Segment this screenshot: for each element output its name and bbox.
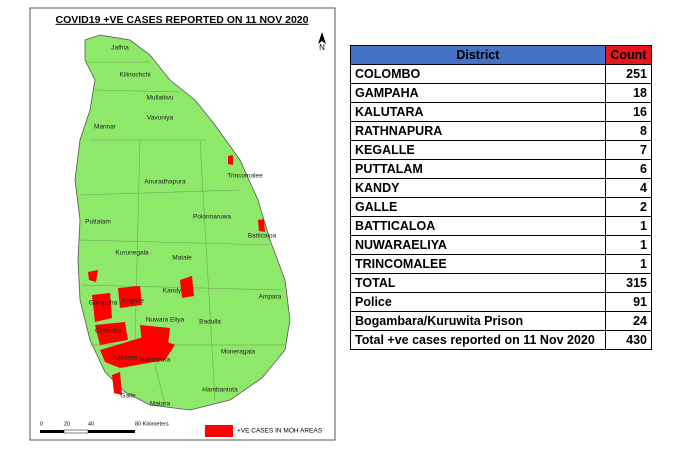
district-cell: KEGALLE — [350, 140, 606, 160]
table-row: PUTTALAM 6 — [350, 159, 653, 179]
district-label: Anuradhapura — [144, 179, 186, 186]
district-label: Nuwara Eliya — [146, 317, 185, 324]
count-cell: 24 — [604, 311, 653, 331]
district-label: Mannar — [94, 124, 117, 131]
district-cell: PUTTALAM — [350, 159, 606, 179]
district-label: Moneragala — [221, 349, 256, 356]
count-cell: 18 — [604, 83, 653, 103]
district-label: Vavuniya — [147, 115, 174, 122]
count-cell: 2 — [604, 197, 653, 217]
district-cell: NUWARAELIYA — [350, 235, 606, 255]
count-cell: 1 — [604, 254, 653, 274]
island — [74, 34, 291, 411]
district-label: Mullaitivu — [146, 95, 173, 102]
table-row: KALUTARA 16 — [350, 102, 653, 122]
table-row: Total +ve cases reported on 11 Nov 2020 4… — [350, 330, 653, 350]
header-cell: District — [350, 45, 606, 65]
district-cell: Bogambara/Kuruwita Prison — [350, 311, 606, 331]
count-cell: 251 — [604, 64, 653, 84]
district-cell: COLOMBO — [350, 64, 606, 84]
case-areas — [88, 155, 265, 395]
district-label: Kegalle — [122, 298, 144, 305]
district-cell: Police — [350, 292, 606, 312]
district-label: Matara — [150, 401, 171, 408]
legend-label: +VE CASES IN MOH AREAS — [237, 428, 323, 435]
district-label: Galle — [120, 393, 136, 400]
table-row: RATHNAPURA 8 — [350, 121, 653, 141]
case-table: District Count COLOMBO 251 GAMPAHA 18 KALUTA… — [350, 45, 653, 350]
table-row: COLOMBO 251 — [350, 64, 653, 84]
scale-bar — [40, 429, 135, 434]
table-row: GAMPAHA 18 — [350, 83, 653, 103]
table-row: BATTICALOA 1 — [350, 216, 653, 236]
table-row: KANDY 4 — [350, 178, 653, 198]
count-cell: 430 — [604, 330, 653, 350]
district-cell: BATTICALOA — [350, 216, 606, 236]
district-cell: Total +ve cases reported on 11 Nov 2020 — [350, 330, 606, 350]
district-cell: KALUTARA — [350, 102, 606, 122]
header-cell: Count — [604, 45, 653, 65]
district-label: Ratnapura — [140, 357, 171, 364]
count-cell: 1 — [604, 235, 653, 255]
district-label: Matale — [172, 255, 192, 262]
district-label: Kilinochchi — [119, 72, 150, 79]
district-label: Kalutara — [113, 355, 138, 362]
map: COVID19 +VE CASES REPORTED ON 11 NOV 202… — [29, 7, 336, 441]
table-header: District Count — [350, 45, 653, 65]
district-label: Trincomalee — [227, 173, 263, 180]
count-cell: 315 — [604, 273, 653, 293]
table-row: TRINCOMALEE 1 — [350, 254, 653, 274]
table-row: TOTAL 315 — [350, 273, 653, 293]
district-label: Puttalam — [85, 219, 111, 226]
district-label: Kurunegala — [115, 250, 149, 257]
map-frame — [29, 7, 336, 441]
district-cell: KANDY — [350, 178, 606, 198]
district-cell: RATHNAPURA — [350, 121, 606, 141]
district-cell: TOTAL — [350, 273, 606, 293]
table-row: NUWARAELIYA 1 — [350, 235, 653, 255]
table-row: GALLE 2 — [350, 197, 653, 217]
legend-swatch — [205, 425, 233, 437]
district-label: Colombo — [95, 328, 121, 335]
scale-label: 40 — [88, 421, 94, 427]
district-label: Badulla — [199, 319, 221, 326]
district-cell: TRINCOMALEE — [350, 254, 606, 274]
district-label: Hambantota — [202, 387, 238, 394]
scale-label: 0 — [40, 421, 43, 427]
table-row: Bogambara/Kuruwita Prison 24 — [350, 311, 653, 331]
count-cell: 6 — [604, 159, 653, 179]
scale-label: 20 — [64, 421, 70, 427]
district-label: Ampara — [259, 294, 282, 301]
north-arrow — [318, 32, 326, 44]
table-row: KEGALLE 7 — [350, 140, 653, 160]
district-cell: GALLE — [350, 197, 606, 217]
scale-label: 80 Kilometers — [135, 421, 169, 427]
count-cell: 4 — [604, 178, 653, 198]
district-label: Polonnaruwa — [193, 214, 231, 221]
count-cell: 91 — [604, 292, 653, 312]
count-cell: 8 — [604, 121, 653, 141]
district-cell: GAMPAHA — [350, 83, 606, 103]
district-label: Batticaloa — [248, 233, 277, 240]
district-label: Gampaha — [89, 300, 118, 307]
map-title: COVID19 +VE CASES REPORTED ON 11 NOV 202… — [56, 14, 309, 26]
table-row: Police 91 — [350, 292, 653, 312]
district-label: Jaffna — [111, 45, 129, 52]
district-label: Kandy — [163, 288, 182, 295]
count-cell: 1 — [604, 216, 653, 236]
count-cell: 7 — [604, 140, 653, 160]
count-cell: 16 — [604, 102, 653, 122]
north-label: N — [319, 43, 325, 52]
